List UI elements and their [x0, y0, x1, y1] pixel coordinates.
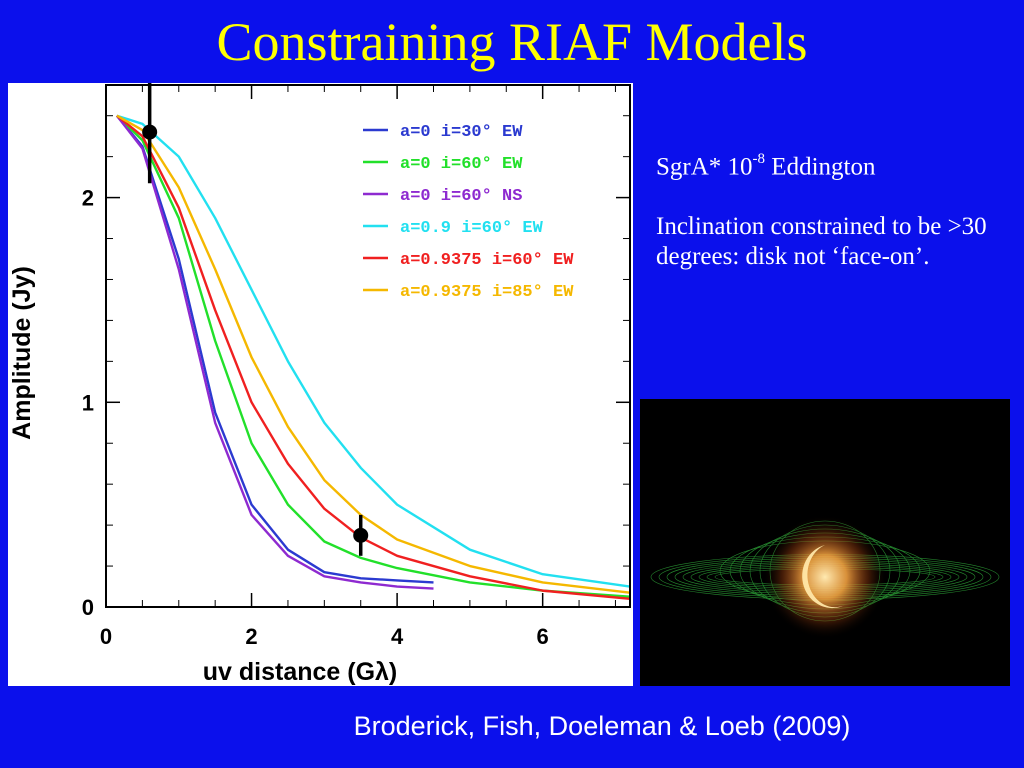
- inclination-note: Inclination constrained to be >30 degree…: [656, 213, 987, 271]
- y-tick-label: 1: [82, 390, 94, 415]
- legend-label-4: a=0.9375 i=60° EW: [400, 251, 574, 270]
- series-line-3: [116, 114, 630, 588]
- data-point-0: [142, 124, 158, 140]
- series-line-5: [116, 114, 630, 594]
- legend-label-3: a=0.9 i=60° EW: [400, 219, 544, 238]
- data-point-1: [353, 527, 369, 543]
- y-tick-label: 2: [82, 186, 94, 211]
- series-line-4: [116, 114, 630, 601]
- chart-panel: 0 2 4 6 0 1 2 a=0 i=30° EW a=0 i=60° EW a=0 i=60…: [8, 83, 633, 686]
- y-axis-label: Amplitude (Jy): [8, 266, 36, 440]
- slide-title: Constraining RIAF Models: [216, 12, 808, 72]
- plot-frame: [105, 84, 631, 608]
- legend-label-5: a=0.9375 i=85° EW: [400, 283, 574, 302]
- eddington-note: SgrA* 10-8 Eddington: [656, 151, 876, 181]
- x-tick-label: 2: [245, 624, 257, 649]
- plot-content: [115, 83, 630, 601]
- black-hole-render: [650, 515, 1000, 639]
- glow-halo: [763, 515, 887, 639]
- series-group: [115, 114, 630, 601]
- x-tick-label: 0: [100, 624, 112, 649]
- legend-label-0: a=0 i=30° EW: [400, 123, 523, 142]
- x-axis-label: uv distance (Gλ): [203, 658, 398, 686]
- axes: 0 2 4 6 0 1 2: [82, 84, 631, 649]
- legend-label-1: a=0 i=60° EW: [400, 155, 523, 174]
- citation: Broderick, Fish, Doeleman & Loeb (2009): [353, 711, 851, 741]
- series-line-2: [115, 114, 434, 590]
- legend-label-2: a=0 i=60° NS: [400, 187, 522, 206]
- black-hole-image: [640, 399, 1010, 686]
- x-tick-label: 6: [537, 624, 549, 649]
- series-line-1: [116, 114, 630, 598]
- y-tick-label: 0: [82, 595, 94, 620]
- side-notes: SgrA* 10-8 Eddington Inclination constra…: [656, 151, 996, 302]
- chart-legend: a=0 i=30° EW a=0 i=60° EW a=0 i=60° NS a=0.…: [363, 123, 574, 302]
- x-tick-label: 4: [391, 624, 404, 649]
- series-line-0: [115, 114, 434, 584]
- amplitude-chart: 0 2 4 6 0 1 2 a=0 i=30° EW a=0 i=60° EW a=0 i=60…: [8, 83, 631, 686]
